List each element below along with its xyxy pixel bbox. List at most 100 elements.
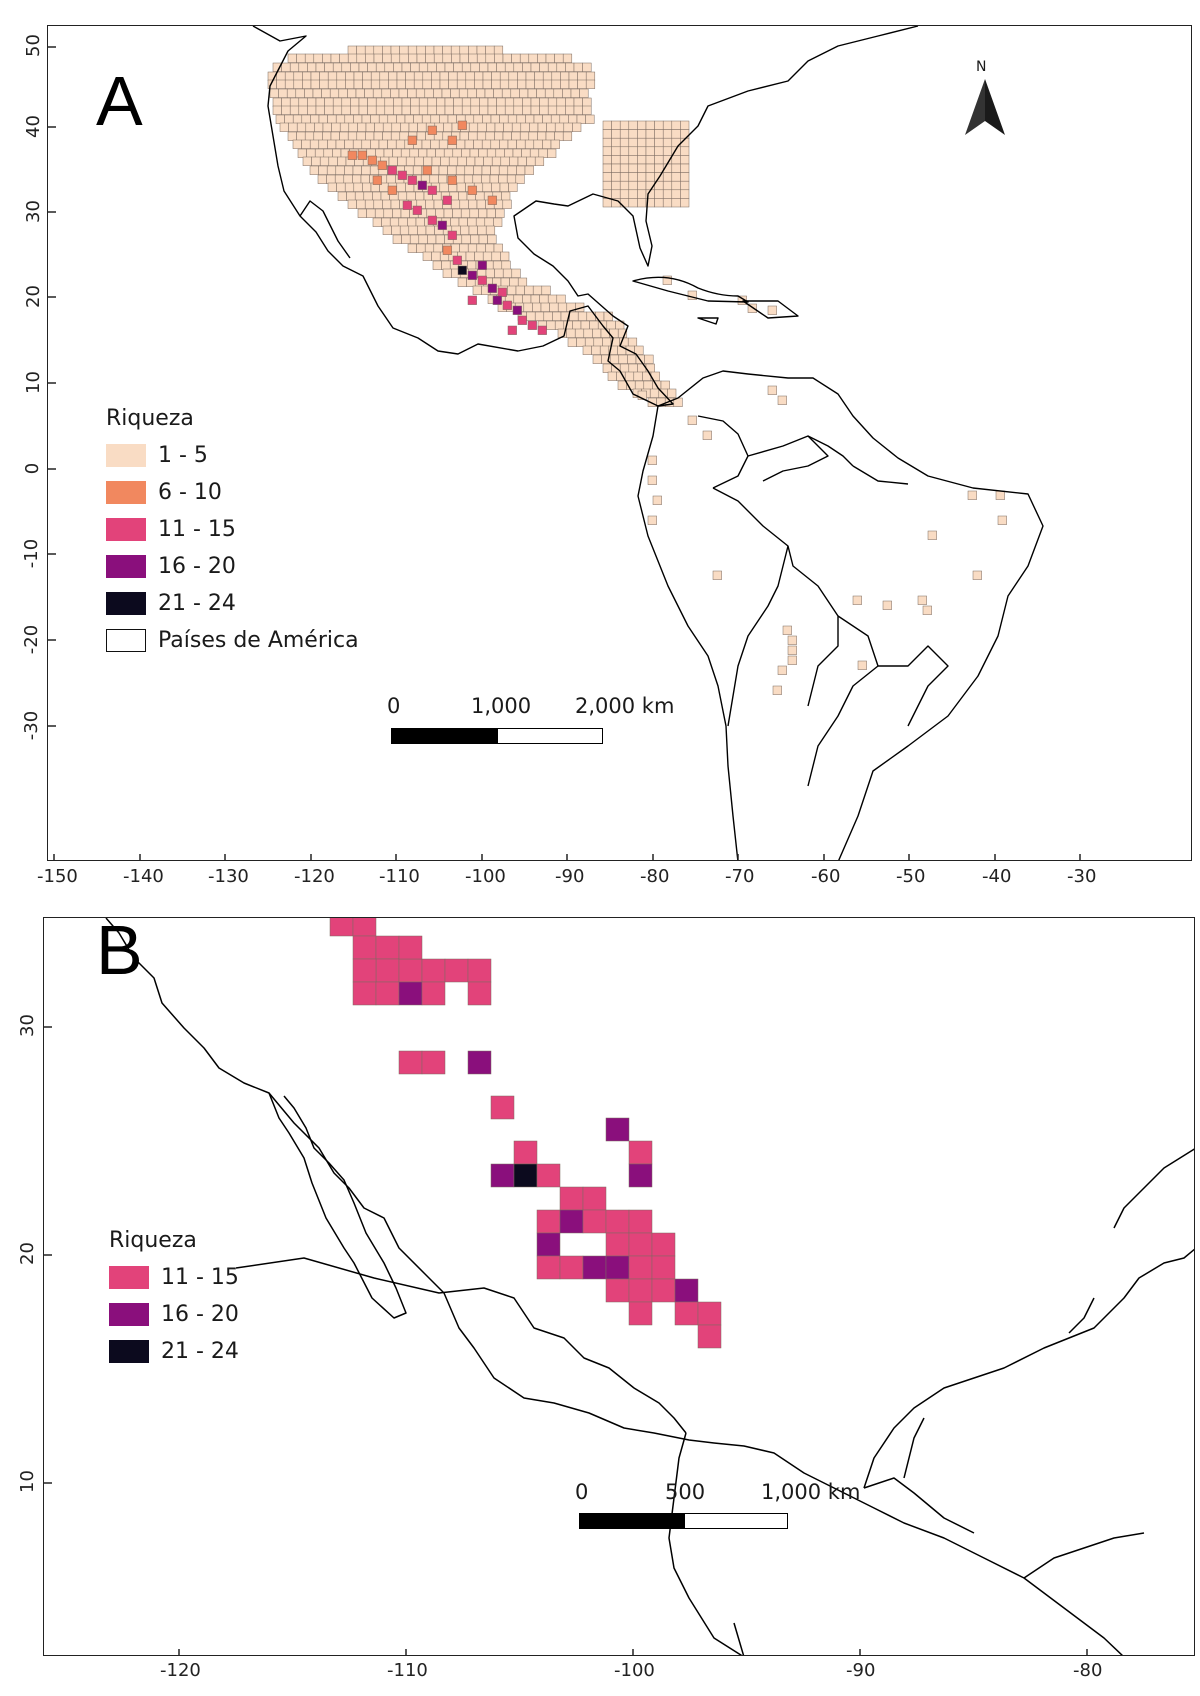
- grid-cell: [628, 1301, 653, 1326]
- grid-cell: [502, 53, 512, 63]
- grid-cell: [422, 79, 432, 89]
- grid-cell: [374, 208, 385, 218]
- grid-cell: [468, 122, 479, 132]
- grid-cell: [643, 380, 653, 390]
- grid-cell: [524, 285, 534, 295]
- grid-cell: [602, 337, 612, 347]
- grid-cell: [602, 363, 612, 373]
- grid-cell: [314, 148, 325, 158]
- grid-cell: [310, 71, 320, 81]
- grid-cell: [544, 88, 555, 98]
- grid-cell: [525, 71, 535, 81]
- grid-cell: [343, 174, 353, 184]
- grid-cell: [326, 174, 336, 184]
- map-panel-b: B Riqueza 11 - 15 16 - 20 21 - 24 0 500 …: [43, 917, 1195, 1656]
- grid-cell: [330, 131, 340, 141]
- grid-cell: [384, 62, 394, 72]
- y-tick-a: -20: [21, 624, 43, 655]
- grid-cell: [493, 243, 503, 253]
- grid-cell: [559, 1186, 584, 1211]
- grid-cell: [418, 97, 429, 107]
- grid-cell: [537, 325, 547, 335]
- grid-cell: [516, 165, 526, 175]
- grid-cell: [322, 53, 332, 63]
- grid-cell: [547, 105, 558, 115]
- grid-cell: [365, 122, 375, 132]
- grid-cell: [508, 182, 518, 192]
- grid-cell: [416, 131, 426, 141]
- grid-cell: [284, 71, 295, 81]
- grid-cell: [418, 62, 429, 72]
- grid-cell: [787, 655, 797, 665]
- grid-cell: [461, 148, 471, 158]
- grid-cell: [350, 97, 360, 107]
- grid-cell: [399, 45, 409, 55]
- grid-cell: [530, 62, 540, 72]
- grid-cell: [628, 1209, 653, 1234]
- grid-cell: [545, 131, 555, 141]
- grid-cell: [647, 515, 657, 525]
- grid-cell: [525, 114, 535, 124]
- north-label: N: [976, 59, 987, 75]
- grid-cell: [519, 53, 530, 63]
- legend-label: Países de América: [158, 628, 359, 653]
- grid-cell: [393, 62, 403, 72]
- grid-cell: [413, 114, 423, 124]
- grid-cell: [473, 139, 483, 149]
- legend-swatch: [109, 1266, 149, 1289]
- grid-cell: [321, 88, 331, 98]
- grid-cell: [335, 114, 346, 124]
- grid-cell: [318, 165, 328, 175]
- grid-cell: [344, 182, 355, 192]
- grid-cell: [645, 155, 655, 165]
- grid-cell: [479, 97, 489, 107]
- grid-cell: [383, 208, 393, 218]
- grid-cell: [289, 97, 300, 107]
- grid-cell: [627, 354, 637, 364]
- grid-cell: [382, 122, 393, 132]
- grid-cell: [517, 71, 527, 81]
- grid-cell: [370, 71, 381, 81]
- grid-cell: [346, 191, 356, 201]
- grid-cell: [487, 105, 497, 115]
- grid-cell: [611, 180, 621, 191]
- grid-cell: [997, 515, 1007, 525]
- grid-cell: [476, 243, 486, 253]
- grid-cell: [433, 45, 443, 55]
- grid-cell: [687, 415, 697, 425]
- grid-cell: [602, 198, 612, 208]
- grid-cell: [427, 185, 437, 195]
- grid-cell: [539, 62, 549, 72]
- grid-cell: [554, 122, 565, 132]
- grid-cell: [619, 137, 630, 148]
- legend-a-title: Riqueza: [106, 406, 194, 431]
- grid-cell: [400, 148, 411, 158]
- grid-cell: [433, 88, 443, 98]
- grid-cell: [421, 139, 431, 149]
- grid-cell: [431, 156, 441, 166]
- grid-cell: [491, 156, 502, 166]
- grid-cell: [410, 62, 420, 72]
- grid-cell: [296, 131, 306, 141]
- grid-cell: [295, 88, 305, 98]
- grid-cell: [490, 139, 500, 149]
- grid-cell: [522, 62, 532, 72]
- grid-cell: [416, 45, 426, 55]
- grid-cell: [507, 285, 517, 295]
- grid-cell: [289, 62, 300, 72]
- grid-cell: [306, 148, 316, 158]
- x-tick-a: -80: [640, 866, 670, 887]
- grid-cell: [522, 97, 532, 107]
- grid-cell: [628, 155, 638, 165]
- grid-cell: [485, 225, 496, 235]
- scale-segment-black: [579, 1513, 685, 1529]
- grid-cell: [417, 180, 427, 190]
- grid-cell: [398, 1050, 423, 1075]
- grid-cell: [662, 146, 673, 156]
- grid-cell: [637, 180, 647, 191]
- grid-cell: [436, 97, 446, 107]
- grid-cell: [459, 199, 469, 209]
- grid-cell: [662, 189, 673, 199]
- scale-label-1: 1,000: [471, 694, 532, 718]
- grid-cell: [401, 105, 411, 115]
